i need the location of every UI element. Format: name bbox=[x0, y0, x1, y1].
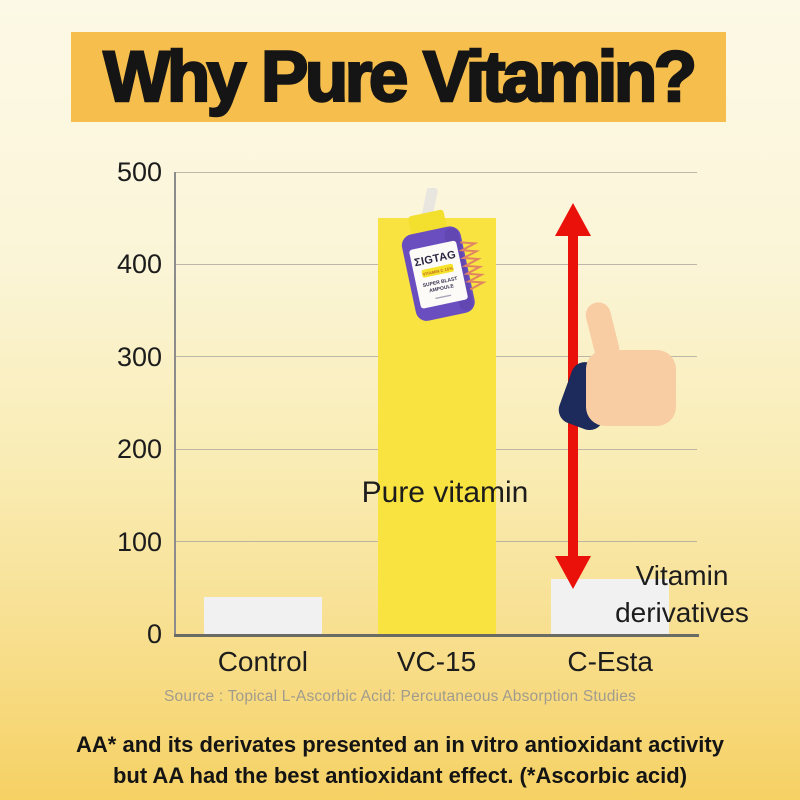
bottle-badge: VITAMIN C 15% bbox=[422, 266, 453, 277]
x-axis-category-label: VC-15 bbox=[396, 646, 477, 677]
x-axis-category-label: Control bbox=[217, 646, 308, 677]
bottle-line2: AMPOULE bbox=[429, 283, 455, 294]
product-bottle: ΣIGTAG VITAMIN C 15% SUPER BLAST AMPOULE bbox=[401, 188, 487, 321]
source-citation: Source : Topical L-Ascorbic Acid: Percut… bbox=[164, 688, 636, 705]
y-axis-tick-label: 100 bbox=[116, 526, 162, 557]
footnote-text: AA* and its derivates presented an in vi… bbox=[0, 729, 800, 791]
title-highlight: Why Pure Vitamin? bbox=[71, 32, 726, 122]
vitamin-derivatives-label: Vitamin derivatives bbox=[615, 560, 749, 628]
x-axis-category-label: C-Esta bbox=[567, 646, 653, 677]
y-axis-tick-label: 200 bbox=[116, 434, 162, 465]
y-axis-tick-label: 500 bbox=[116, 157, 162, 187]
coil-decoration-icon bbox=[458, 241, 487, 291]
gridline bbox=[176, 171, 697, 173]
y-axis-tick-label: 400 bbox=[116, 249, 162, 280]
footnote-line1: AA* and its derivates presented an in vi… bbox=[76, 732, 724, 757]
y-axis-tick-label: 300 bbox=[116, 341, 162, 372]
page-title: Why Pure Vitamin? bbox=[102, 36, 698, 118]
pure-vitamin-label: Pure vitamin bbox=[361, 476, 529, 509]
y-axis-line bbox=[174, 172, 176, 634]
dropper-stem-icon bbox=[421, 188, 438, 220]
footnote-line2: but AA had the best antioxidant effect. … bbox=[112, 763, 688, 788]
bar-c-esta bbox=[551, 578, 670, 634]
y-axis-tick-label: 0 bbox=[146, 619, 162, 649]
bar-control bbox=[203, 597, 322, 634]
x-axis-line bbox=[174, 634, 699, 637]
thumbs-up-icon bbox=[558, 302, 676, 431]
